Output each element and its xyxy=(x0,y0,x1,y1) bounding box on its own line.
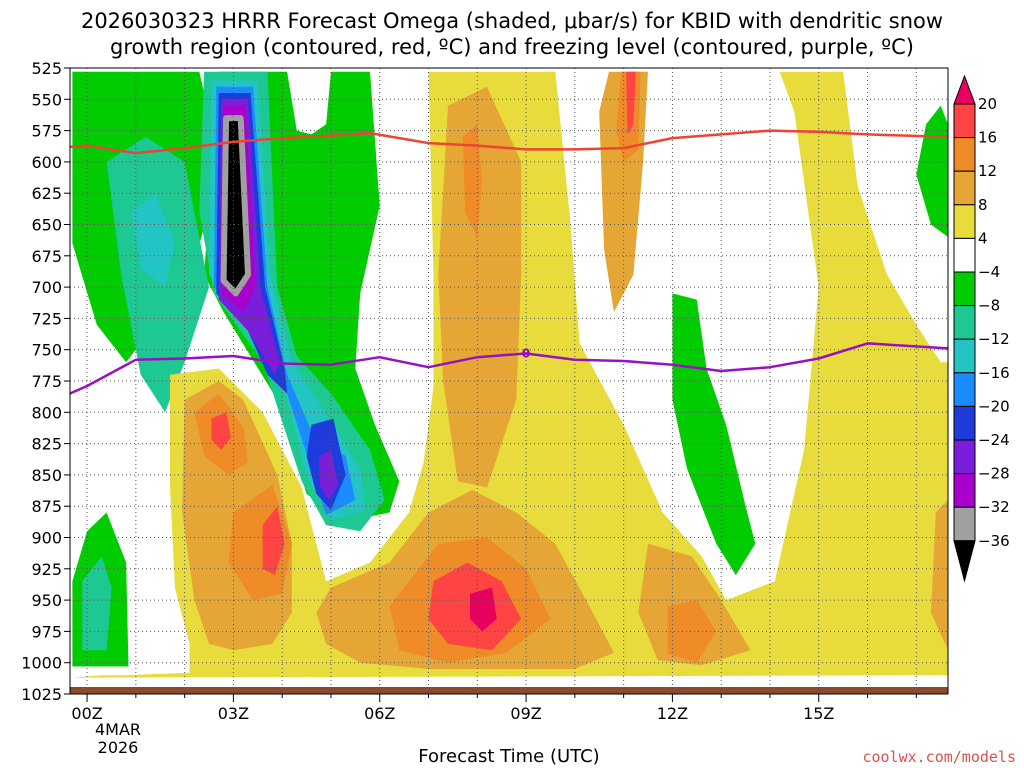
colorbar-label: 8 xyxy=(978,196,988,214)
omega-region-27 xyxy=(667,600,717,663)
x-tick-label: 06Z xyxy=(364,704,395,723)
chart-title-line-2: growth region (contoured, red, ºC) and f… xyxy=(110,35,914,59)
contour-lines: 0 xyxy=(69,129,949,395)
y-tick-label: 650 xyxy=(31,216,62,235)
omega-region-14 xyxy=(916,105,948,237)
omega-region-16 xyxy=(82,556,112,651)
y-tick-label: 1000 xyxy=(21,654,62,673)
colorbar-label: −32 xyxy=(978,498,1010,516)
colorbar-label: −36 xyxy=(978,532,1010,550)
colorbar-swatch xyxy=(953,338,976,374)
contour-line-1 xyxy=(69,342,949,395)
colorbar-label: 20 xyxy=(978,95,997,113)
colorbar-label: 16 xyxy=(978,129,997,147)
y-tick-label: 900 xyxy=(31,529,62,548)
y-tick-label: 525 xyxy=(31,59,62,78)
colorbar-label: −8 xyxy=(978,297,1000,315)
colorbar-label: −20 xyxy=(978,397,1010,415)
colorbar-label: −12 xyxy=(978,330,1010,348)
contour-line-0 xyxy=(69,129,949,155)
chart-title-line-1: 2026030323 HRRR Forecast Omega (shaded, … xyxy=(81,9,943,33)
y-tick-label: 700 xyxy=(31,278,62,297)
colorbar-swatch xyxy=(953,372,976,407)
colorbar-swatch xyxy=(953,506,976,542)
colorbar-swatch xyxy=(953,473,976,508)
y-tick-label: 800 xyxy=(31,403,62,422)
omega-region-3 xyxy=(131,193,175,288)
colorbar-arrow-top xyxy=(953,74,976,105)
colorbar-swatch xyxy=(953,204,976,239)
omega-region-20 xyxy=(438,86,522,488)
omega-region-31 xyxy=(262,506,285,576)
x-tick-label: 00Z xyxy=(71,704,102,723)
y-tick-label: 600 xyxy=(31,153,62,172)
y-tick-label: 1025 xyxy=(21,685,62,704)
y-tick-label: 575 xyxy=(31,122,62,141)
x-tick-label: 09Z xyxy=(510,704,541,723)
x-axis-label: Forecast Time (UTC) xyxy=(418,746,599,767)
omega-shading xyxy=(72,71,948,678)
colorbar-swatch xyxy=(953,271,976,307)
colorbar-swatch xyxy=(953,237,976,273)
colorbar-label: −24 xyxy=(978,431,1010,449)
y-tick-label: 725 xyxy=(31,309,62,328)
y-tick-label: 925 xyxy=(31,560,62,579)
y-tick-label: 875 xyxy=(31,497,62,516)
colorbar-swatch xyxy=(953,405,976,441)
colorbar-swatch xyxy=(953,305,976,340)
x-tick-label: 12Z xyxy=(657,704,688,723)
x-tick-label: 03Z xyxy=(218,704,249,723)
y-tick-label: 825 xyxy=(31,435,62,454)
x-tick-label: 15Z xyxy=(803,704,834,723)
colorbar-label: 12 xyxy=(978,162,997,180)
y-tick-label: 775 xyxy=(31,372,62,391)
colorbar-label: −28 xyxy=(978,465,1010,483)
colorbar-swatch xyxy=(953,439,976,475)
y-tick-label: 950 xyxy=(31,591,62,610)
omega-region-23 xyxy=(930,499,948,651)
omega-region-13 xyxy=(672,293,756,576)
x-axis: 00Z 03Z 06Z 09Z 12Z 15Z xyxy=(71,694,917,723)
colorbar: 20 16 12 8 4 −4 −8 −12 −16 −20 −24 −28 −32 −36 xyxy=(953,74,1010,583)
colorbar-swatch xyxy=(953,137,976,172)
grid-lines xyxy=(70,67,948,695)
y-tick-label: 975 xyxy=(31,622,62,641)
date-label-day: 4MAR xyxy=(95,720,141,739)
freezing-level-label: 0 xyxy=(522,346,530,360)
y-tick-label: 675 xyxy=(31,247,62,266)
colorbar-swatch xyxy=(953,170,976,206)
colorbar-swatch xyxy=(953,103,976,139)
omega-region-10 xyxy=(318,449,339,500)
colorbar-label: −16 xyxy=(978,364,1010,382)
ground-strip xyxy=(70,687,948,694)
credit-text: coolwx.com/models xyxy=(862,748,1016,766)
omega-region-34 xyxy=(470,587,497,632)
plot-area: 0 xyxy=(69,67,949,695)
y-axis: 525 550 575 600 625 650 675 700 725 750 775 800 825 8… xyxy=(21,59,70,704)
colorbar-label: 4 xyxy=(978,229,988,247)
colorbar-label: −4 xyxy=(978,263,1000,281)
y-tick-label: 750 xyxy=(31,341,62,360)
date-label-year: 2026 xyxy=(98,738,139,757)
y-tick-label: 850 xyxy=(31,466,62,485)
y-tick-label: 550 xyxy=(31,90,62,109)
omega-region-12 xyxy=(220,115,251,297)
colorbar-arrow-bottom xyxy=(953,540,976,583)
omega-region-33 xyxy=(626,71,636,135)
omega-region-30 xyxy=(211,412,231,450)
y-tick-label: 625 xyxy=(31,184,62,203)
